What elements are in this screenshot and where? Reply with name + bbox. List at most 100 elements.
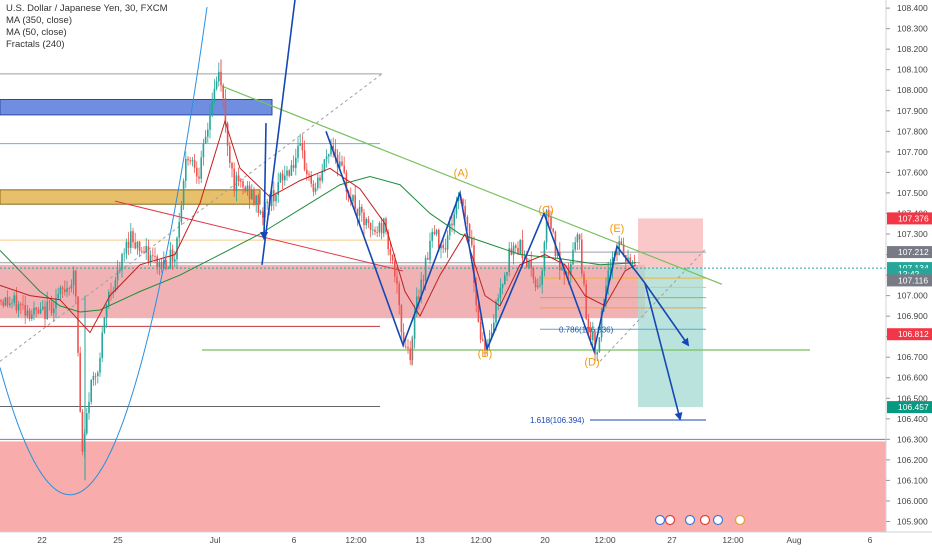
candle-body [477,305,480,322]
candle-body [242,181,244,188]
candle-body [130,231,132,248]
candle-body [66,288,68,293]
price-tick-label: 107.900 [897,106,928,116]
candle-body [200,157,202,179]
time-tick-label: 12:00 [345,535,367,545]
candle-body [512,245,515,255]
blue-zone [0,98,273,116]
candle-body [622,244,625,255]
candle-body [495,301,497,323]
candle-body [409,348,411,361]
candle-body [440,244,442,249]
candle-body [462,199,464,207]
price-tag-label: 106.812 [898,329,929,339]
candle-body [86,413,88,434]
indicator-fractals: Fractals (240) [6,39,65,50]
candle-body [449,223,451,236]
candle-body [528,261,530,268]
candle-body [127,241,130,248]
candle-body [240,180,242,182]
candle-body [407,346,409,349]
wave-label-2: (C) [538,204,553,216]
dashed-channel-line [0,73,383,362]
candle-body [132,231,134,243]
candle-body [341,161,343,166]
candle-body [468,224,471,239]
price-tag-box [887,212,932,225]
candle-body [517,247,519,255]
candle-body [394,260,396,277]
price-tick-label: 106.000 [897,496,928,506]
candle-body [15,295,18,311]
candle-body [251,190,253,200]
candle-body [33,307,35,315]
candle-body [398,283,400,306]
candle-body [475,283,477,306]
candle-body [402,332,405,347]
candle-body [50,302,53,314]
candle-body [429,240,431,260]
time-tick-label: 6 [292,535,297,545]
wave-label-1: (B) [478,348,493,360]
candle-body [101,332,103,358]
candle-body [31,314,33,319]
candle-body [207,129,209,137]
dashed-rising-line [599,248,707,362]
parabola-curve [0,7,208,496]
candle-body [550,217,552,229]
candle-body [204,136,207,144]
candle-body [416,296,418,315]
ma-350-line [0,175,637,313]
candle-body [193,160,196,168]
candle-body [37,310,40,314]
candle-body [312,183,315,192]
red-trendline [114,200,404,272]
candle-body [435,229,438,235]
candle-body [365,218,367,226]
candle-body [589,330,592,341]
time-tick-label: 20 [540,535,550,545]
candle-body [81,411,84,452]
candle-body [442,244,444,249]
price-tick-label: 107.600 [897,167,928,177]
candle-body [202,143,205,158]
candle-body [156,256,158,268]
candle-body [46,301,48,319]
candle-body [548,210,550,218]
candle-body [574,242,576,250]
candle-body [209,114,211,130]
candle-body [22,304,24,306]
price-tick-label: 106.400 [897,414,928,424]
candle-body [244,187,246,192]
candle-body [235,175,238,192]
candle-body [24,304,26,316]
candle-body [299,143,301,146]
candle-body [59,287,62,295]
candle-body [400,305,403,333]
candle-body [372,229,374,231]
candle-body [334,148,337,155]
price-tag-label: 107.376 [898,213,929,223]
candle-body [323,159,326,171]
candle-body [39,309,42,314]
price-tick-label: 106.900 [897,311,928,321]
event-marker-icon [712,514,724,526]
candle-body [356,208,359,216]
candle-body [427,258,429,260]
candle-body [48,301,51,303]
candle-body [374,229,376,233]
time-tick-label: Aug [786,535,801,545]
candle-body [306,169,308,175]
candles [0,62,636,458]
candle-body [317,177,319,188]
candle-body [143,251,145,253]
candle-body [620,241,623,245]
candle-body [229,145,231,163]
candle-body [141,251,143,253]
candle-body [431,231,433,241]
candle-body [556,251,559,256]
candle-body [68,288,70,289]
candle-body [385,218,387,233]
